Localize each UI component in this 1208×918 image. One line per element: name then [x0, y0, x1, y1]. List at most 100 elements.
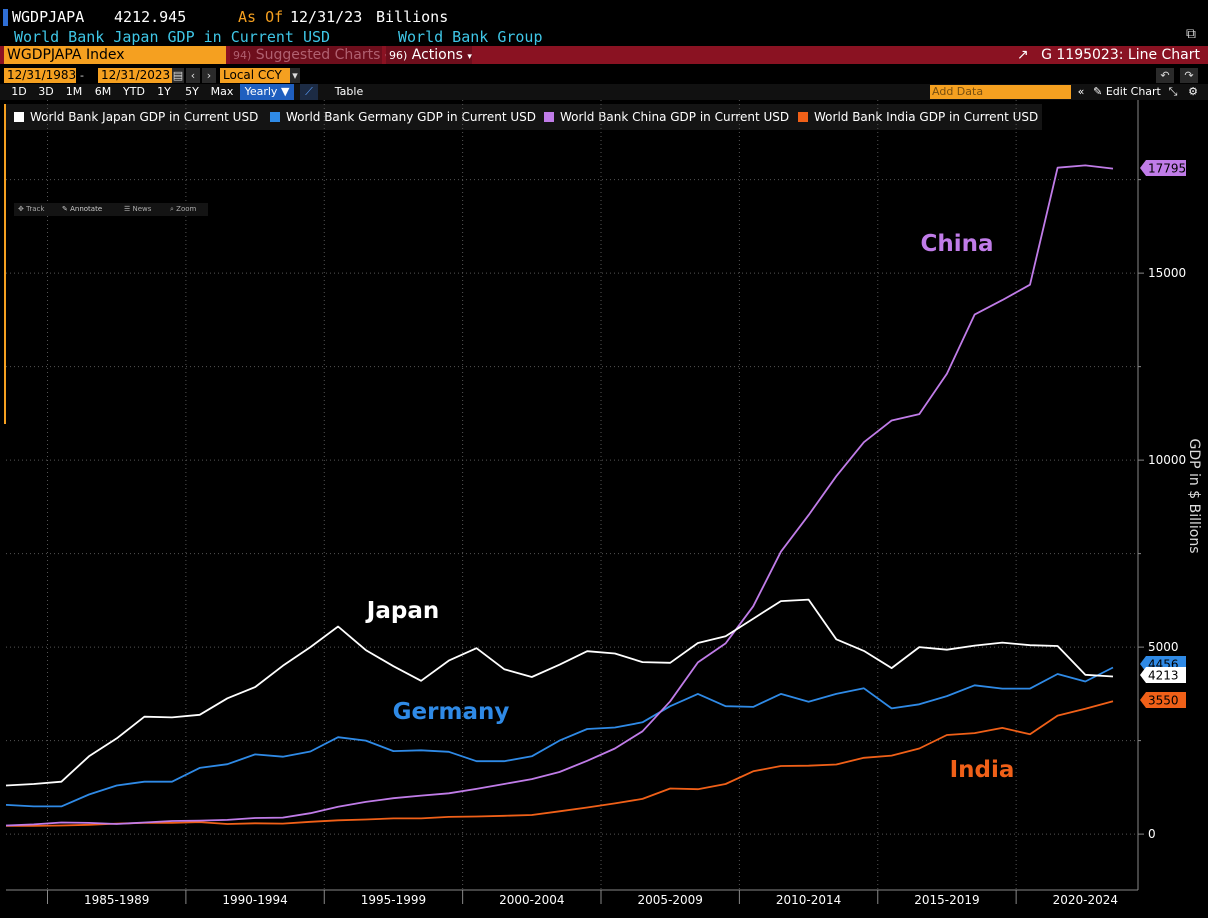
suggested-prefix: 94)	[233, 49, 252, 62]
x-tick-label: 1985-1989	[84, 893, 149, 907]
x-tick-label: 1995-1999	[361, 893, 426, 907]
legend-item-germany[interactable]: World Bank Germany GDP in Current USD	[270, 110, 536, 124]
edit-chart-button[interactable]: ✎ Edit Chart	[1092, 84, 1162, 100]
security-field[interactable]: WGDPJAPA Index	[4, 46, 226, 64]
series-line-japan[interactable]	[5, 598, 1114, 787]
selection-marker	[4, 104, 6, 424]
x-tick-label: 2015-2019	[914, 893, 979, 907]
suggested-charts-button[interactable]: 94) Suggested Charts ▾	[230, 46, 389, 64]
resize-icon[interactable]: ⤡	[1168, 85, 1178, 98]
period-ytd[interactable]: YTD	[123, 85, 145, 98]
undo-icon[interactable]: ↶	[1156, 68, 1174, 83]
add-data-input[interactable]: Add Data	[930, 85, 1071, 99]
zoom-tool[interactable]: ⌕ Zoom	[170, 203, 196, 216]
ticker: WGDPJAPA	[12, 8, 85, 26]
annotate-tool[interactable]: ✎ Annotate	[62, 203, 102, 216]
actions-button[interactable]: 96) Actions ▾	[386, 46, 472, 64]
popout-icon[interactable]: ⧉	[1186, 26, 1196, 42]
date-range-row: 12/31/1983 - 12/31/2023 ▤ ‹ › Local CCY …	[0, 68, 1208, 84]
header-row: WGDPJAPA 4212.945 As Of 12/31/23 Billion…	[0, 8, 1208, 28]
chevron-down-icon: ▾	[467, 52, 472, 62]
data-source: World Bank Group	[398, 28, 543, 46]
annotation-india: India	[950, 757, 1015, 783]
description-row: World Bank Japan GDP in Current USD Worl…	[0, 26, 1208, 46]
period-1d[interactable]: 1D	[11, 85, 27, 98]
last-value-tag-india: 3550	[1140, 692, 1186, 708]
legend-item-japan[interactable]: World Bank Japan GDP in Current USD	[14, 110, 258, 124]
chevron-right-icon[interactable]: ›	[202, 68, 216, 83]
y-tick-label: 0	[1148, 827, 1156, 841]
last-value-text: 4213	[1148, 669, 1179, 683]
edit-chart-label: Edit Chart	[1105, 85, 1161, 98]
x-tick-label: 2020-2024	[1053, 893, 1118, 907]
series-line-germany[interactable]	[5, 666, 1114, 808]
chevron-down-icon: ▼	[280, 85, 290, 98]
last-value-text: 17795	[1148, 162, 1186, 176]
legend-label-germany: World Bank Germany GDP in Current USD	[286, 110, 536, 124]
pencil-icon: ✎	[1093, 85, 1103, 98]
as-of-date: 12/31/23	[290, 8, 363, 26]
start-date-input[interactable]: 12/31/1983	[4, 68, 76, 83]
frequency-select[interactable]: Yearly ▼	[240, 84, 294, 100]
calendar-icon[interactable]: ▤	[172, 68, 184, 83]
news-label: News	[132, 205, 152, 213]
chart-id[interactable]: ↗ G 1195023: Line Chart	[1017, 46, 1200, 64]
collapse-icon[interactable]: «	[1077, 85, 1085, 98]
legend-item-china[interactable]: World Bank China GDP in Current USD	[544, 110, 789, 124]
chart-id-label: G 1195023: Line Chart	[1041, 47, 1200, 63]
period-max[interactable]: Max	[210, 85, 234, 98]
legend: World Bank Japan GDP in Current USD Worl…	[6, 104, 1042, 130]
suggested-label: Suggested Charts	[255, 47, 381, 63]
chevron-down-icon[interactable]: ▾	[290, 68, 300, 83]
annotation-japan: Japan	[365, 598, 439, 624]
legend-swatch-germany	[270, 112, 280, 122]
crosshair-icon: ✥	[18, 205, 24, 213]
period-1y[interactable]: 1Y	[157, 85, 171, 98]
redo-icon[interactable]: ↷	[1180, 68, 1198, 83]
last-value-tag-japan: 4213	[1140, 667, 1186, 683]
period-5y[interactable]: 5Y	[185, 85, 199, 98]
series-line-india[interactable]	[6, 700, 1114, 827]
news-tool[interactable]: ☰ News	[124, 203, 151, 216]
period-6m[interactable]: 6M	[94, 85, 112, 98]
series-line-china[interactable]	[5, 164, 1114, 827]
period-1m[interactable]: 1M	[65, 85, 83, 98]
x-tick-label: 2005-2009	[637, 893, 702, 907]
y-tick-label: 10000	[1148, 453, 1186, 467]
end-date-input[interactable]: 12/31/2023	[98, 68, 172, 83]
line-chart-icon[interactable]: ⟋	[300, 84, 318, 100]
track-label: Track	[26, 205, 45, 213]
series-annotations: Japan Germany China India	[365, 231, 1015, 783]
y-axis-label: GDP in $ Billions	[1186, 439, 1202, 554]
legend-label-india: World Bank India GDP in Current USD	[814, 110, 1039, 124]
actions-label: Actions	[411, 47, 463, 63]
legend-label-japan: World Bank Japan GDP in Current USD	[30, 110, 259, 124]
legend-label-china: World Bank China GDP in Current USD	[560, 110, 790, 124]
grid	[6, 100, 1138, 890]
x-tick-label: 2010-2014	[776, 893, 841, 907]
table-button[interactable]: Table	[334, 85, 364, 98]
annotate-label: Annotate	[70, 205, 103, 213]
track-tool[interactable]: ✥ Track	[18, 203, 44, 216]
currency-select[interactable]: Local CCY	[220, 68, 290, 83]
gear-icon[interactable]: ⚙	[1188, 85, 1198, 98]
y-tick-label: 5000	[1148, 640, 1179, 654]
series-lines	[5, 164, 1114, 827]
period-row: 1D 3D 1M 6M YTD 1Y 5Y Max Yearly ▼ ⟋ Tab…	[0, 84, 1208, 100]
legend-swatch-india	[798, 112, 808, 122]
zoom-label: Zoom	[176, 205, 197, 213]
actions-prefix: 96)	[389, 49, 408, 62]
period-3d[interactable]: 3D	[38, 85, 54, 98]
function-bar: WGDPJAPA Index 94) Suggested Charts ▾ 96…	[0, 46, 1208, 64]
last-value-tag-china: 17795	[1140, 160, 1186, 176]
legend-item-india[interactable]: World Bank India GDP in Current USD	[798, 110, 1038, 124]
y-axis: 0 5000 10000 15000	[1137, 100, 1186, 890]
x-axis: 1985-1989 1990-1994 1995-1999 2000-2004 2005…	[6, 889, 1138, 907]
security-description: World Bank Japan GDP in Current USD	[14, 28, 331, 46]
export-icon: ↗	[1016, 47, 1029, 63]
frequency-label: Yearly	[244, 85, 278, 98]
chevron-left-icon[interactable]: ‹	[186, 68, 200, 83]
news-icon: ☰	[124, 205, 131, 213]
